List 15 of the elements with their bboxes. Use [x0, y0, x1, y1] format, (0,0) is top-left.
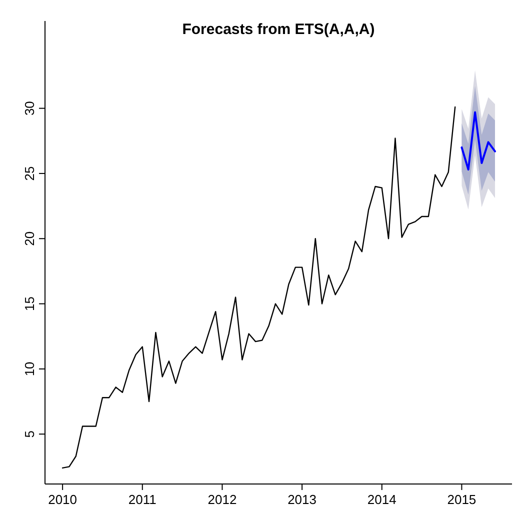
y-tick-label: 25	[22, 166, 37, 181]
y-tick-label: 30	[22, 101, 37, 116]
x-tick-label: 2010	[48, 492, 78, 507]
x-tick-label: 2011	[128, 492, 156, 507]
y-tick-label: 5	[22, 430, 37, 438]
x-tick-label: 2013	[288, 492, 317, 507]
x-tick-label: 2015	[447, 492, 476, 507]
line-series	[62, 106, 456, 469]
y-tick-label: 15	[22, 296, 37, 312]
x-tick-label: 2012	[208, 492, 237, 507]
line-series	[460, 111, 496, 171]
chart-title: Forecasts from ETS(A,A,A)	[182, 21, 375, 38]
x-tick-label: 2014	[367, 492, 396, 507]
y-tick-label: 10	[22, 362, 37, 376]
y-tick-label: 20	[22, 231, 37, 246]
